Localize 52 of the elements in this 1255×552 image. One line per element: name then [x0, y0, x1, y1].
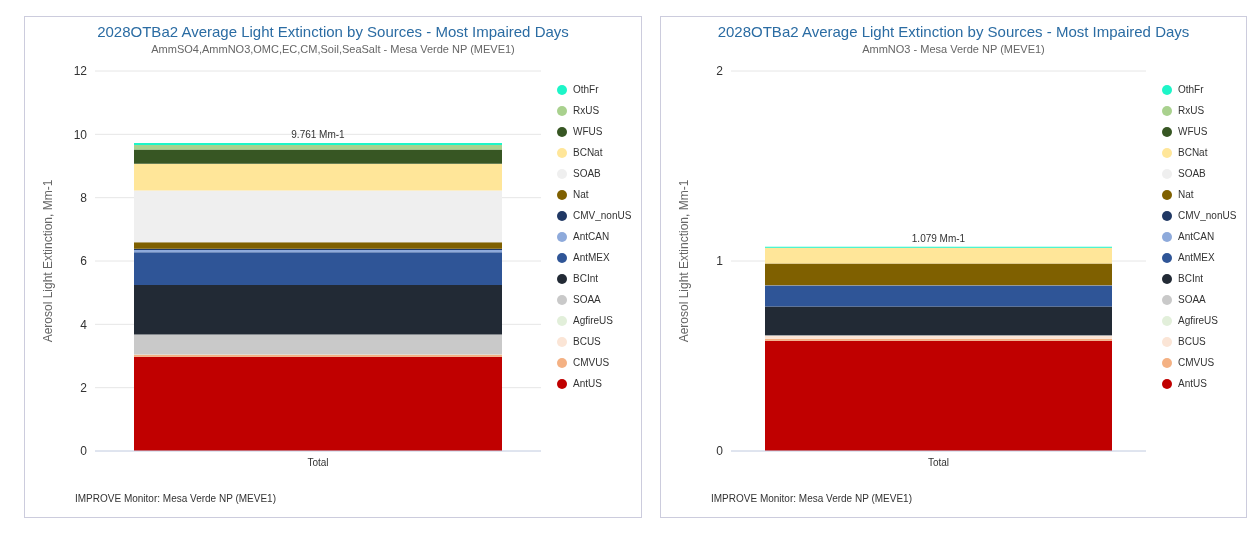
legend-label: Nat: [1178, 189, 1194, 200]
legend-label: BCUS: [573, 336, 601, 347]
y-tick-label: 0: [80, 444, 88, 459]
legend-label: BCUS: [1178, 336, 1206, 347]
total-label: 1.079 Mm-1: [911, 232, 966, 244]
legend-label: BCNat: [1178, 147, 1208, 158]
legend-label: AntCAN: [1178, 231, 1215, 242]
chart-title: 2028OTBa2 Average Light Extinction by Sources - Most Impaired Days: [716, 23, 1191, 40]
legend-label: Nat: [573, 189, 589, 200]
y-axis-title: Aerosol Light Extinction, Mm-1: [41, 179, 56, 343]
y-tick-label: 8: [80, 190, 88, 205]
total-label: 9.761 Mm-1: [291, 128, 346, 140]
legend-label: CMV_nonUS: [1178, 210, 1237, 221]
y-tick-label: 10: [73, 127, 88, 142]
legend-label: OthFr: [573, 84, 599, 95]
legend-label: RxUS: [1178, 105, 1205, 116]
legend-label: CMVUS: [573, 357, 610, 368]
chart-subtitle: AmmNO3 - Mesa Verde NP (MEVE1): [861, 43, 1046, 55]
y-tick-label: 2: [80, 380, 88, 395]
x-tick-label: Total: [927, 457, 950, 469]
legend-label: AntMEX: [1178, 252, 1215, 263]
legend-label: SOAA: [573, 294, 601, 305]
y-tick-label: 0: [716, 444, 724, 459]
legend-label: CMV_nonUS: [573, 210, 632, 221]
legend-label: AntUS: [573, 378, 602, 389]
legend-label: AgfireUS: [573, 315, 614, 326]
legend-label: BCInt: [1178, 273, 1204, 284]
legend-label: WFUS: [573, 126, 603, 137]
legend-label: AntUS: [1178, 378, 1207, 389]
legend-label: AntMEX: [573, 252, 610, 263]
x-tick-label: Total: [307, 457, 329, 469]
legend-label: AgfireUS: [1178, 315, 1219, 326]
text: IMPROVE Monitor: Mesa Verde NP (MEVE1): [75, 493, 276, 504]
chart-title: 2028OTBa2 Average Light Extinction by Sources - Most Impaired Days: [96, 23, 570, 40]
legend-label: BCNat: [573, 147, 603, 158]
legend-label: RxUS: [573, 105, 600, 116]
y-tick-label: 1: [716, 254, 724, 269]
y-tick-label: 6: [80, 254, 88, 269]
legend-label: AntCAN: [573, 231, 610, 242]
chart-subtitle: AmmSO4,AmmNO3,OMC,EC,CM,Soil,SeaSalt - Mesa Verde NP (MEVE1): [150, 43, 516, 55]
text: IMPROVE Monitor: Mesa Verde NP (MEVE1): [711, 493, 912, 504]
y-tick-label: 4: [80, 317, 88, 332]
legend-label: WFUS: [1178, 126, 1208, 137]
y-tick-label: 12: [73, 64, 88, 79]
legend-label: SOAB: [573, 168, 601, 179]
legend-label: CMVUS: [1178, 357, 1215, 368]
y-tick-label: 2: [716, 64, 724, 79]
legend-label: OthFr: [1178, 84, 1204, 95]
legend-label: SOAA: [1178, 294, 1206, 305]
legend-label: SOAB: [1178, 168, 1206, 179]
y-axis-title: Aerosol Light Extinction, Mm-1: [677, 179, 692, 343]
legend-label: BCInt: [573, 273, 599, 284]
